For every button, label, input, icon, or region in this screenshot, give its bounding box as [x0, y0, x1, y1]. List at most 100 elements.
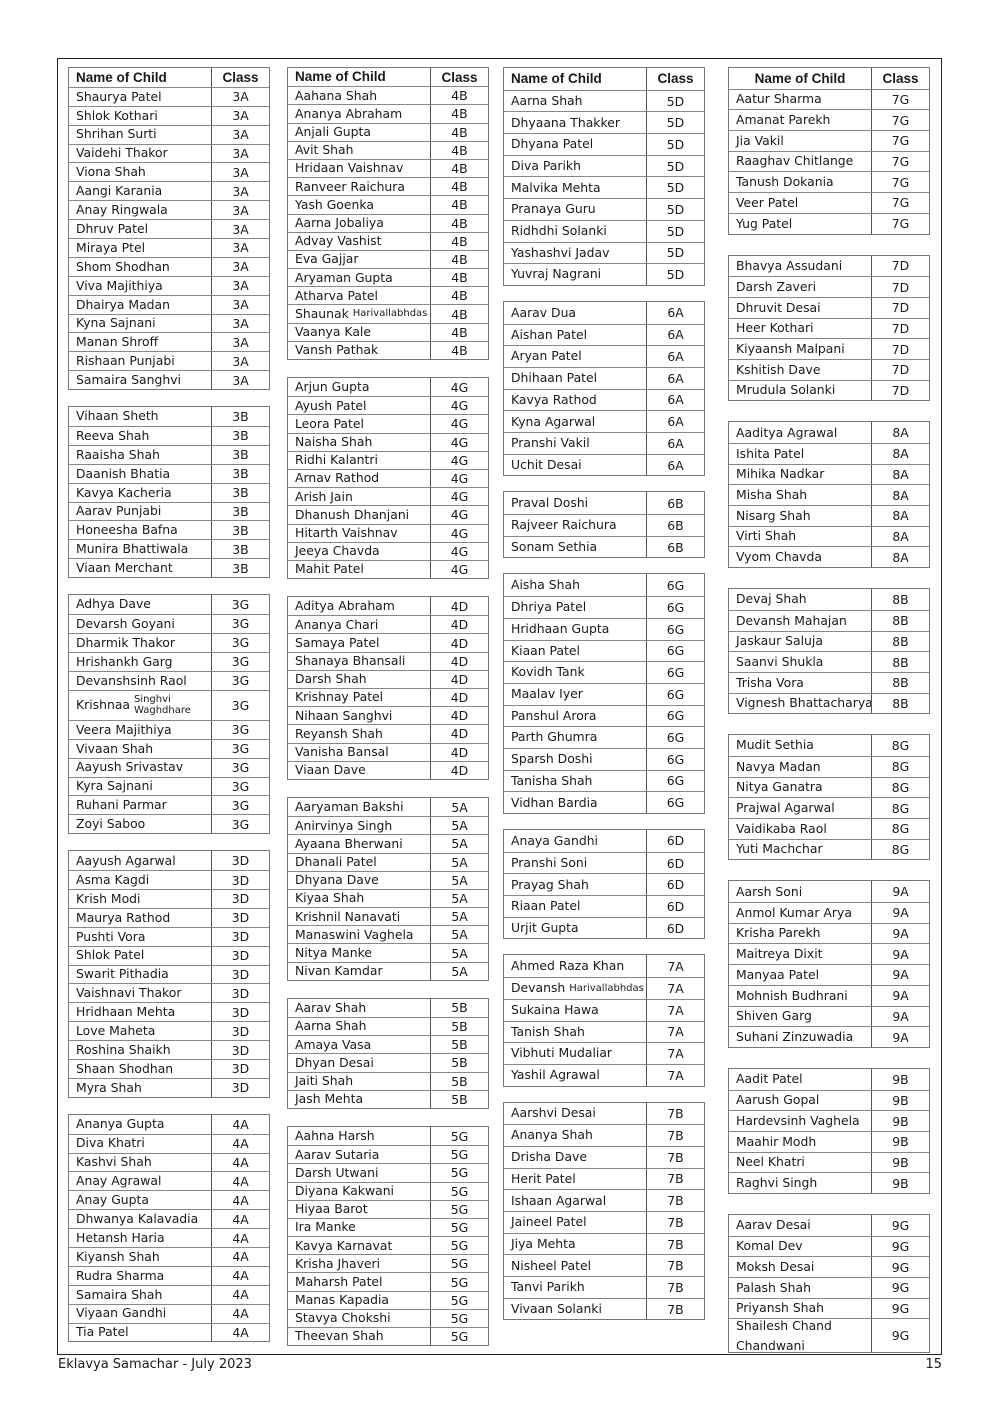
- child-class: 6G: [666, 686, 685, 702]
- child-class: 5D: [666, 223, 685, 239]
- child-class: 8A: [892, 549, 909, 565]
- child-name: Tanush Dokania: [729, 172, 872, 193]
- class-table-6D: Anaya Gandhi 6D Pranshi Soni 6D Prayag Shah 6…: [503, 829, 705, 940]
- table-row: Ruhani Parmar 3G: [69, 795, 269, 815]
- table-row: Saanvi Shukla 8B: [729, 651, 929, 672]
- child-class: 6G: [666, 599, 685, 615]
- child-name: Kyna Agarwal: [504, 411, 647, 432]
- table-row: Devansh Harivallabhdas 7A: [504, 977, 704, 999]
- child-class: 5G: [450, 1274, 469, 1290]
- child-name: Yug Patel: [729, 213, 872, 234]
- child-name: Maalav Iyer: [504, 683, 647, 705]
- table-row: Maurya Rathod 3D: [69, 907, 269, 927]
- table-row: Veer Patel 7G: [729, 192, 929, 213]
- child-name: Aryaman Gupta: [288, 269, 431, 287]
- child-name: Dhriya Patel: [504, 597, 647, 618]
- child-name: Aarsh Soni: [729, 881, 872, 903]
- child-name: Myra Shah: [69, 1078, 212, 1097]
- child-name: Aarna Shah: [288, 1018, 431, 1036]
- child-class: 3G: [231, 635, 250, 651]
- child-class: 7A: [667, 1067, 684, 1083]
- child-class: 4B: [451, 233, 468, 249]
- table-row: Aarshvi Desai 7B: [504, 1102, 704, 1125]
- child-name: Vyom Chavda: [729, 547, 872, 568]
- child-class: 3A: [232, 221, 249, 237]
- child-class: 4G: [450, 398, 469, 414]
- header-class: Class: [222, 69, 259, 85]
- child-name: Maahir Modh: [729, 1131, 872, 1152]
- table-row: Aryan Patel 6A: [504, 345, 704, 367]
- child-class: 8B: [892, 654, 909, 670]
- child-name: Jiya Mehta: [504, 1233, 647, 1255]
- child-name: Krishnil Nanavati: [288, 908, 431, 926]
- child-name: Ira Manke: [288, 1218, 431, 1237]
- table-row: Hridaan Vaishnav 4B: [288, 158, 488, 178]
- table-row: Devansh Mahajan 8B: [729, 609, 929, 631]
- child-name: Ananya Shah: [504, 1125, 647, 1146]
- table-row: Rajveer Raichura 6B: [504, 514, 704, 536]
- child-name: Aahana Shah: [288, 87, 431, 105]
- table-row: Malvika Mehta 5D: [504, 176, 704, 199]
- child-class: 9A: [892, 988, 909, 1004]
- class-table-7D: Bhavya Assudani 7D Darsh Zaveri 7D Dhruvit D…: [728, 254, 930, 402]
- table-row: Naisha Shah 4G: [288, 432, 488, 451]
- child-name: Navya Madan: [729, 756, 872, 777]
- class-table-6G: Aisha Shah 6G Dhriya Patel 6G Hridhaan Gupta…: [503, 573, 705, 814]
- child-class: 9B: [892, 1154, 909, 1170]
- child-name: Ananya Chari: [288, 616, 431, 634]
- child-name: Tia Patel: [69, 1323, 212, 1342]
- child-name: Viaan Dave: [288, 761, 431, 779]
- child-name: Saanvi Shukla: [729, 652, 872, 672]
- table-row: Love Maheta 3D: [69, 1021, 269, 1041]
- child-class: 4B: [451, 142, 468, 158]
- child-name: Shaan Shodhan: [69, 1059, 212, 1078]
- table-row: Nitya Ganatra 8G: [729, 776, 929, 798]
- child-class: 6A: [667, 305, 684, 321]
- class-table-6A: Aarav Dua 6A Aishan Patel 6A Aryan Patel 6A Dh…: [503, 300, 705, 477]
- child-class: 4B: [451, 197, 468, 213]
- child-name: Dhairya Madan: [69, 295, 212, 314]
- child-name: Shanaya Bhansali: [288, 652, 431, 670]
- child-name: Ridhdhi Solanki: [504, 220, 647, 242]
- class-table-4D: Aditya Abraham 4D Ananya Chari 4D Samaya Pat…: [287, 596, 489, 780]
- child-class: 7G: [891, 195, 910, 211]
- child-name: Diva Parikh: [504, 155, 647, 177]
- table-row: Devarsh Goyani 3G: [69, 614, 269, 633]
- child-class: 7A: [667, 1024, 684, 1040]
- child-class: 4G: [450, 543, 469, 559]
- table-row: Aatur Sharma 7G: [729, 88, 929, 110]
- child-name: Darsh Utwani: [288, 1164, 431, 1182]
- child-class: 3D: [231, 929, 250, 945]
- table-row: Reyansh Shah 4D: [288, 724, 488, 743]
- child-name: Kiyansh Shah: [69, 1248, 212, 1266]
- child-name: Hiyaa Barot: [288, 1200, 431, 1218]
- class-table-8A: Aaditya Agrawal 8A Ishita Patel 8A Mihika Na…: [728, 421, 930, 569]
- table-row: Neel Khatri 9B: [729, 1151, 929, 1173]
- table-row: Tia Patel 4A: [69, 1322, 269, 1342]
- table-row: Parth Ghumra 6G: [504, 726, 704, 748]
- child-name: Vignesh Bhattacharya: [729, 693, 872, 714]
- child-name: Drisha Dave: [504, 1146, 647, 1168]
- table-row: Arish Jain 4G: [288, 487, 488, 506]
- child-class: 5A: [451, 927, 468, 943]
- table-row: Aayush Srivastav 3G: [69, 757, 269, 777]
- child-class: 3A: [232, 240, 249, 256]
- child-name: Devansh Harivallabhdas: [504, 978, 647, 999]
- table-row: Avit Shah 4B: [288, 140, 488, 159]
- table-row: Dhairya Madan 3A: [69, 294, 269, 314]
- child-name: Nitya Ganatra: [729, 777, 872, 798]
- child-name: Ishaan Agarwal: [504, 1190, 647, 1211]
- child-class: 3G: [231, 778, 250, 794]
- table-row: Yug Patel 7G: [729, 212, 929, 234]
- child-name: Kyna Sajnani: [69, 314, 212, 333]
- child-name: Arjun Gupta: [288, 378, 431, 397]
- table-row: Reeva Shah 3B: [69, 426, 269, 445]
- class-table-6B: Praval Doshi 6B Rajveer Raichura 6B Sonam Se…: [503, 491, 705, 559]
- child-name: Adhya Dave: [69, 595, 212, 615]
- child-name: Aarna Jobaliya: [288, 214, 431, 232]
- table-row: Vibhuti Mudaliar 7A: [504, 1042, 704, 1064]
- table-row: Viaan Dave 4D: [288, 760, 488, 779]
- table-row: Diva Parikh 5D: [504, 154, 704, 177]
- table-row: Samaira Sanghvi 3A: [69, 370, 269, 390]
- table-row: Drisha Dave 7B: [504, 1145, 704, 1168]
